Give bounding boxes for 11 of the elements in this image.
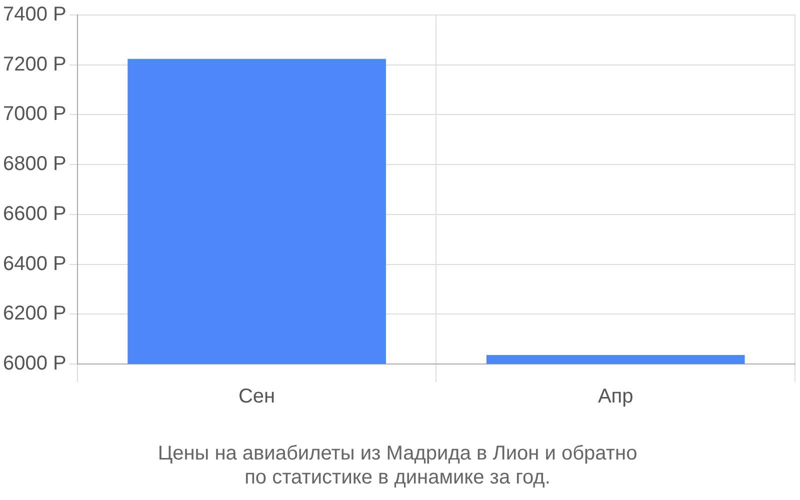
y-tick-label: 6200 Р bbox=[3, 302, 66, 325]
x-tick-label: Апр bbox=[598, 386, 634, 408]
y-tick-label: 7200 Р bbox=[3, 53, 66, 76]
y-tick-label: 6000 Р bbox=[3, 352, 66, 375]
text: Цены на авиабилеты из Мадрида в Лион и обратно по статистике в динамике за год. bbox=[158, 442, 638, 489]
y-tick-label: 7400 Р bbox=[3, 4, 66, 26]
y-tick-label: 6600 Р bbox=[3, 202, 66, 225]
y-tick-label: 7000 Р bbox=[3, 103, 66, 126]
y-tick-label: 6400 Р bbox=[3, 252, 66, 275]
y-tick-label: 6800 Р bbox=[3, 153, 66, 176]
x-tick-label: Сен bbox=[238, 386, 276, 408]
